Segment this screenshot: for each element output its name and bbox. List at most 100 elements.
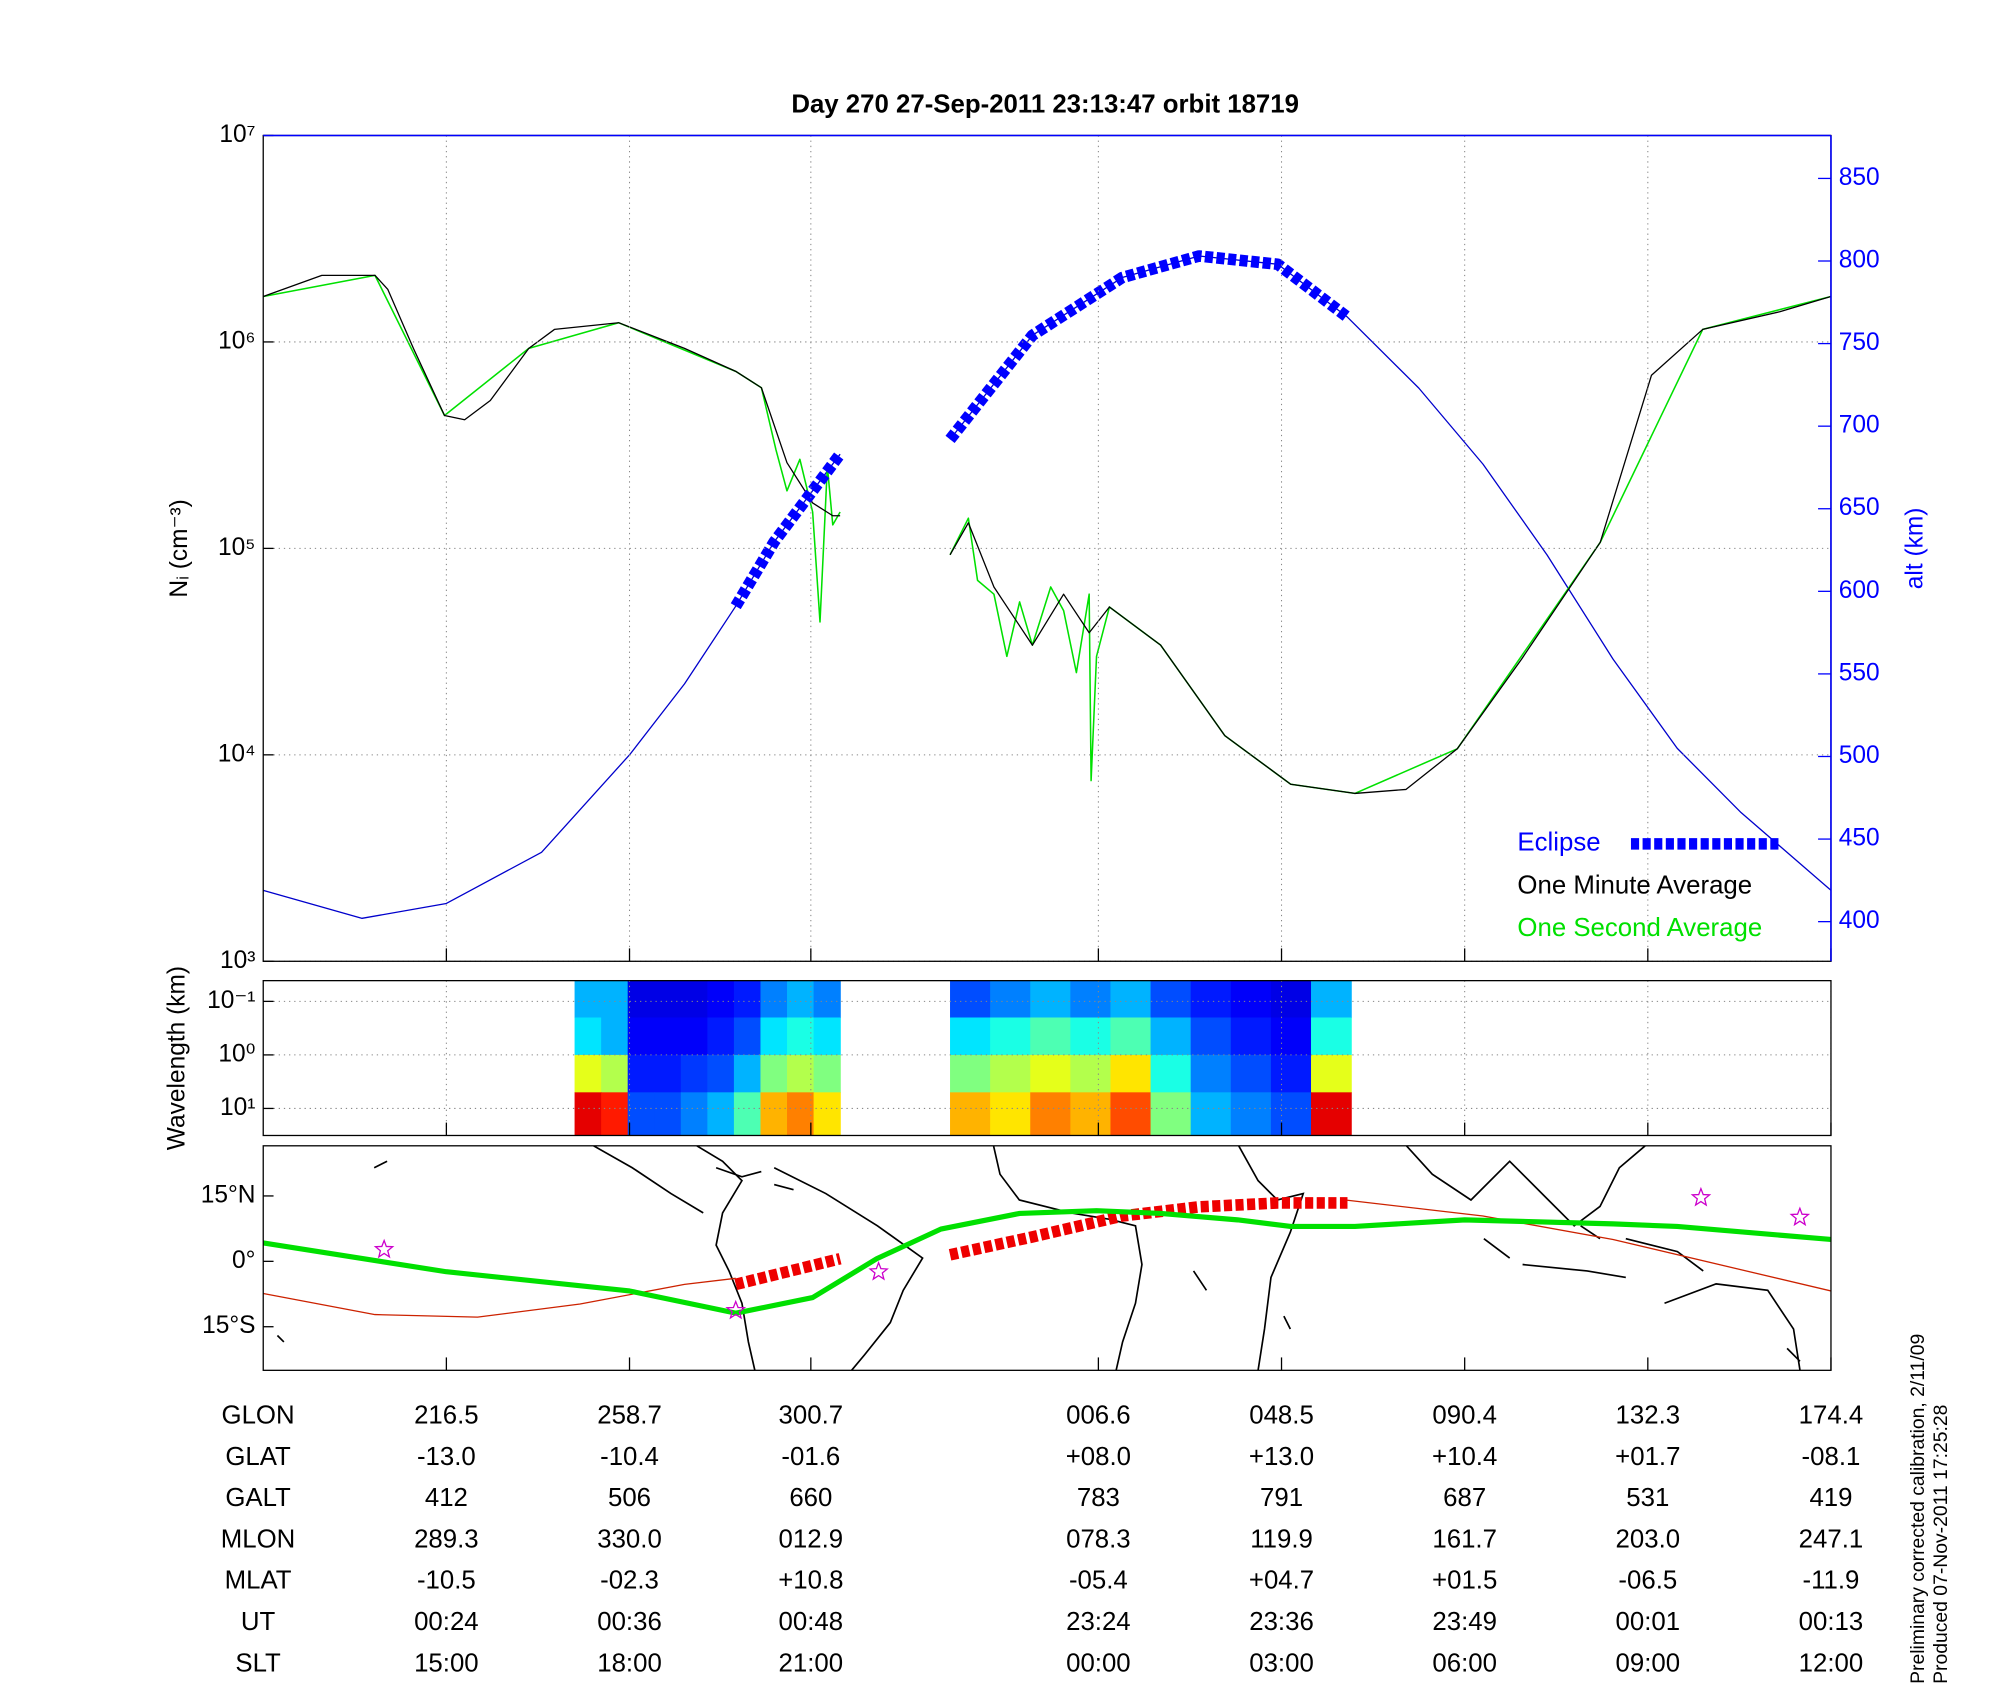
heatmap-cell <box>680 980 709 1019</box>
note: Preliminary corrected calibration, 2/11/… <box>1907 1334 1929 1684</box>
heatmap-cell <box>733 1092 762 1136</box>
heatmap-cell <box>627 1092 655 1136</box>
heatmap-cell <box>680 1054 709 1093</box>
table-cell: 300.7 <box>779 1402 844 1430</box>
coastline <box>276 1160 388 1343</box>
legend-label: One Second Average <box>1517 914 1762 942</box>
heatmap-cell <box>760 980 788 1019</box>
heatmap-cell <box>680 1092 709 1136</box>
star-marker <box>373 1238 395 1259</box>
row-label: UT <box>241 1608 276 1636</box>
coastline <box>992 1145 1143 1371</box>
heatmap-cell <box>990 980 1031 1019</box>
heatmap-cell <box>1030 980 1072 1019</box>
heatmap-cell <box>1230 1092 1272 1136</box>
heatmap-cell <box>1270 1092 1312 1136</box>
plot-frame <box>262 980 1832 1137</box>
table-cell: 00:24 <box>414 1608 479 1636</box>
heatmap-cell <box>760 1054 788 1093</box>
table-cell: 09:00 <box>1616 1649 1681 1677</box>
table-cell: -13.0 <box>417 1443 476 1471</box>
heatmap-cell <box>627 980 655 1019</box>
row-label: GLON <box>222 1402 295 1430</box>
star-marker <box>1789 1206 1811 1227</box>
table-cell: 247.1 <box>1799 1525 1864 1553</box>
heatmap-cell <box>707 1054 735 1093</box>
heatmap-cell <box>950 1054 991 1093</box>
heatmap-cell <box>1070 1017 1112 1056</box>
row-label: MLAT <box>225 1567 292 1595</box>
table-cell: +10.4 <box>1432 1443 1497 1471</box>
heatmap-cell <box>1190 1054 1232 1093</box>
plot-area <box>263 250 1831 919</box>
heatmap-cell <box>1070 1092 1112 1136</box>
table-cell: 119.9 <box>1250 1525 1313 1553</box>
heatmap-cell <box>1230 1017 1272 1056</box>
table-cell: 783 <box>1077 1484 1120 1512</box>
table-cell: -05.4 <box>1069 1567 1128 1595</box>
heatmap-cell <box>1030 1092 1072 1136</box>
table-cell: 216.5 <box>414 1402 479 1430</box>
coastline <box>696 1145 756 1371</box>
table-cell: +08.0 <box>1066 1443 1131 1471</box>
table-cell: -08.1 <box>1802 1443 1861 1471</box>
coastline <box>1192 1145 1305 1371</box>
plot-frame <box>262 1145 1832 1371</box>
table-cell: +13.0 <box>1249 1443 1314 1471</box>
heatmap-cell <box>1311 1092 1352 1136</box>
heatmap-cell <box>950 1092 991 1136</box>
table-cell: -01.6 <box>781 1443 840 1471</box>
heatmap-cell <box>654 980 682 1019</box>
heatmap-cell <box>1150 1017 1192 1056</box>
heatmap-cell <box>654 1017 682 1056</box>
table-cell: 00:36 <box>597 1608 662 1636</box>
heatmap-cell <box>601 1017 629 1056</box>
y2-tick-label: 450 <box>1839 825 1880 852</box>
panel: 15°N 0° 15°S <box>201 1145 1832 1371</box>
line <box>263 1208 1831 1316</box>
panel: 10⁻¹ 10⁰ 10¹ <box>207 980 1832 1137</box>
chart-title: Day 270 27-Sep-2011 23:13:47 orbit 18719 <box>791 91 1299 119</box>
heatmap-cell <box>990 1054 1031 1093</box>
plot-area <box>574 980 1352 1136</box>
heatmap-cell <box>1230 980 1272 1019</box>
table-cell: -06.5 <box>1618 1567 1677 1595</box>
heatmap-cell <box>601 1092 629 1136</box>
heatmap-cell <box>654 1054 682 1093</box>
coastline <box>1405 1145 1646 1227</box>
heatmap-cell <box>1190 1092 1232 1136</box>
table-cell: 660 <box>789 1484 832 1512</box>
heatmap-cell <box>1110 1054 1152 1093</box>
table-cell: 15:00 <box>414 1649 479 1677</box>
y2-tick-label: 550 <box>1839 659 1880 686</box>
heatmap-cell <box>627 1017 655 1056</box>
heatmap-cell <box>990 1092 1031 1136</box>
heatmap-cell <box>1190 980 1232 1019</box>
heatmap-cell <box>1270 1054 1312 1093</box>
heatmap-cell <box>787 1017 815 1056</box>
heatmap-cell <box>950 1017 991 1056</box>
table-cell: -10.4 <box>600 1443 659 1471</box>
table-cell: 203.0 <box>1616 1525 1681 1553</box>
table-cell: 531 <box>1626 1484 1669 1512</box>
y-tick-label: 10⁴ <box>218 740 256 767</box>
table-cell: 23:36 <box>1249 1608 1314 1636</box>
heatmap-cell <box>601 980 629 1019</box>
row-label: MLON <box>221 1525 296 1553</box>
table-cell: +10.8 <box>778 1567 843 1595</box>
plot-area <box>263 1186 1831 1320</box>
heatmap-cell <box>733 1017 762 1056</box>
heatmap-cell <box>813 1017 841 1056</box>
table-cell: 06:00 <box>1432 1649 1497 1677</box>
star-marker <box>725 1299 747 1320</box>
row-label: GLAT <box>225 1443 291 1471</box>
heatmap-cell <box>760 1092 788 1136</box>
table-cell: 258.7 <box>597 1402 662 1430</box>
heatmap-cell <box>1150 1054 1192 1093</box>
heatmap-cell <box>760 1017 788 1056</box>
table-cell: 791 <box>1260 1484 1303 1512</box>
note: Produced 07-Nov-2011 17:25:28 <box>1930 1405 1952 1684</box>
heatmap-cell <box>733 1054 762 1093</box>
heatmap-cell <box>1070 980 1112 1019</box>
